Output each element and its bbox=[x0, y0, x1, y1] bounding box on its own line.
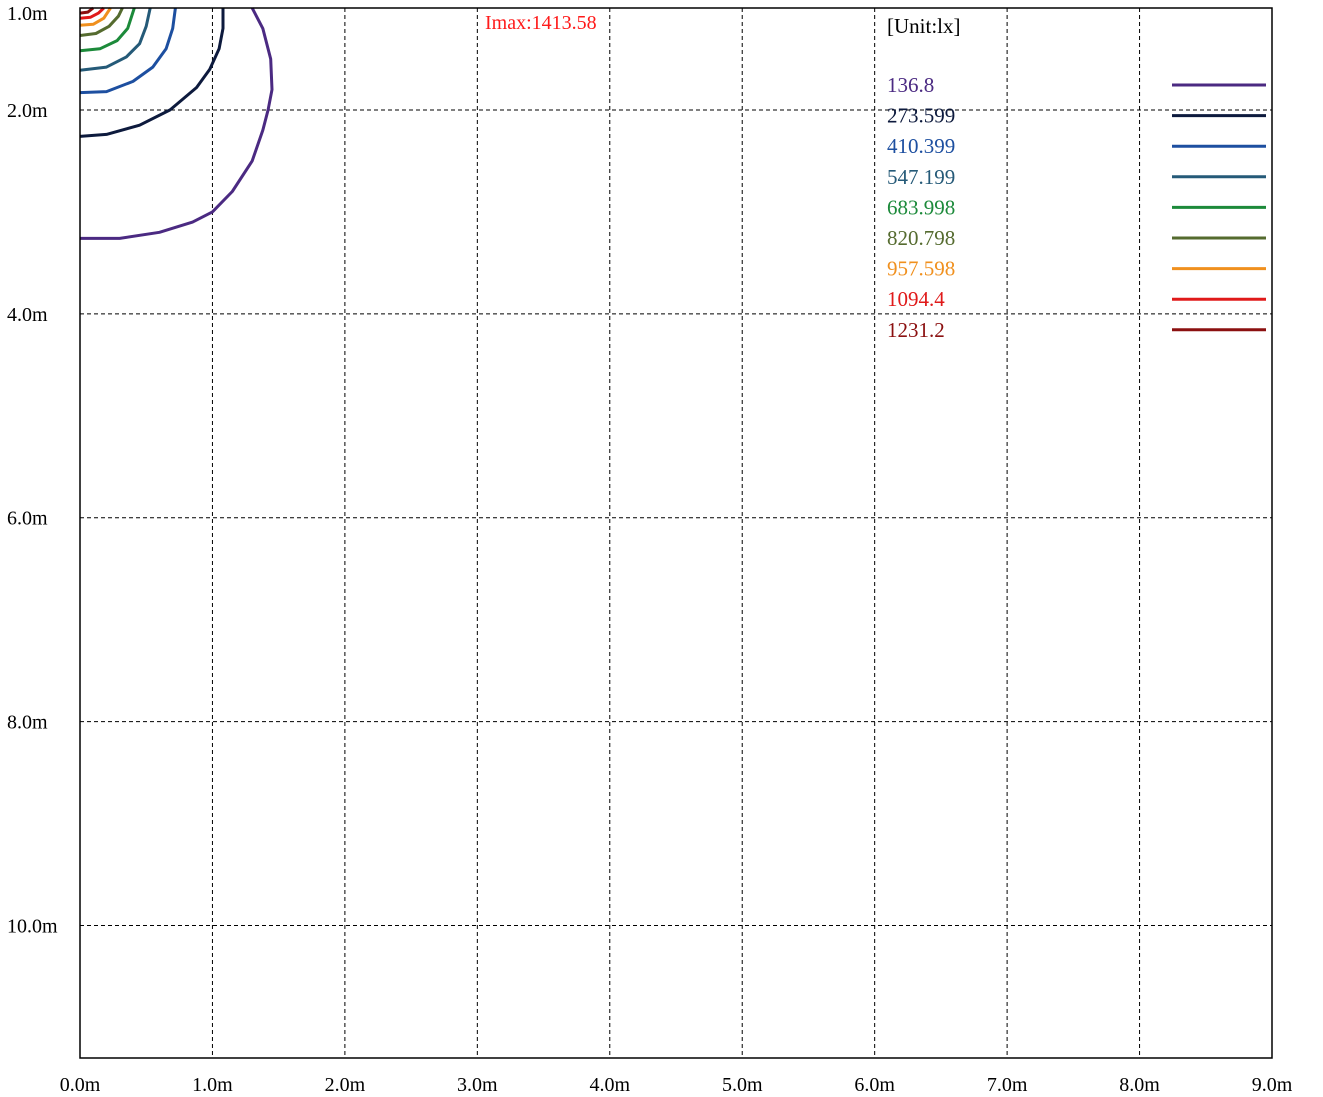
max-illuminance-label: Imax:1413.58 bbox=[485, 12, 597, 34]
x-tick-label: 6.0m bbox=[854, 1074, 895, 1096]
legend-label: 683.998 bbox=[887, 195, 955, 219]
contour-line-957.598 bbox=[79, 7, 112, 27]
y-tick-label: 6.0m bbox=[7, 508, 48, 530]
x-tick-label: 7.0m bbox=[987, 1074, 1028, 1096]
x-tick-label: 9.0m bbox=[1252, 1074, 1293, 1096]
x-tick-label: 1.0m bbox=[192, 1074, 233, 1096]
y-tick-label: 4.0m bbox=[7, 304, 48, 326]
contour-lines bbox=[79, 6, 274, 240]
legend-label: 547.199 bbox=[887, 165, 955, 189]
contour-line-136.8 bbox=[80, 7, 274, 240]
contour-line-410.399 bbox=[79, 7, 177, 95]
legend-label: 957.598 bbox=[887, 257, 955, 281]
legend-label: 273.599 bbox=[887, 104, 955, 128]
x-axis-tick-labels: 0.0m 1.0m 2.0m 3.0m 4.0m 5.0m 6.0m 7.0m 8.0m 9.0m bbox=[60, 1074, 1293, 1096]
contour-line-683.998 bbox=[79, 7, 136, 53]
x-tick-label: 8.0m bbox=[1119, 1074, 1160, 1096]
legend: 136.8 273.599 410.399 547.199 683.998 820.798… bbox=[887, 73, 1266, 342]
contour-line-1231.2 bbox=[79, 6, 95, 15]
y-axis-tick-labels: 1.0m 2.0m 4.0m 6.0m 8.0m 10.0m bbox=[7, 3, 58, 937]
unit-label: [Unit:lx] bbox=[887, 14, 961, 38]
y-tick-label: 1.0m bbox=[7, 3, 48, 25]
plot-frame bbox=[79, 7, 1273, 1059]
legend-label: 820.798 bbox=[887, 226, 955, 250]
y-tick-label: 10.0m bbox=[7, 915, 58, 937]
legend-label: 410.399 bbox=[887, 134, 955, 158]
x-tick-label: 3.0m bbox=[457, 1074, 498, 1096]
x-tick-label: 5.0m bbox=[722, 1074, 763, 1096]
contour-line-547.199 bbox=[79, 7, 152, 72]
y-tick-label: 2.0m bbox=[7, 100, 48, 122]
contour-line-1094.4 bbox=[79, 6, 105, 20]
legend-label: 136.8 bbox=[887, 73, 934, 97]
contour-line-820.798 bbox=[79, 7, 124, 37]
legend-label: 1094.4 bbox=[887, 287, 945, 311]
x-tick-label: 2.0m bbox=[325, 1074, 366, 1096]
y-tick-label: 8.0m bbox=[7, 712, 48, 734]
contour-line-273.599 bbox=[79, 8, 225, 138]
legend-label: 1231.2 bbox=[887, 318, 945, 342]
grid-lines bbox=[80, 8, 1272, 1058]
x-tick-label: 0.0m bbox=[60, 1074, 101, 1096]
x-tick-label: 4.0m bbox=[589, 1074, 630, 1096]
